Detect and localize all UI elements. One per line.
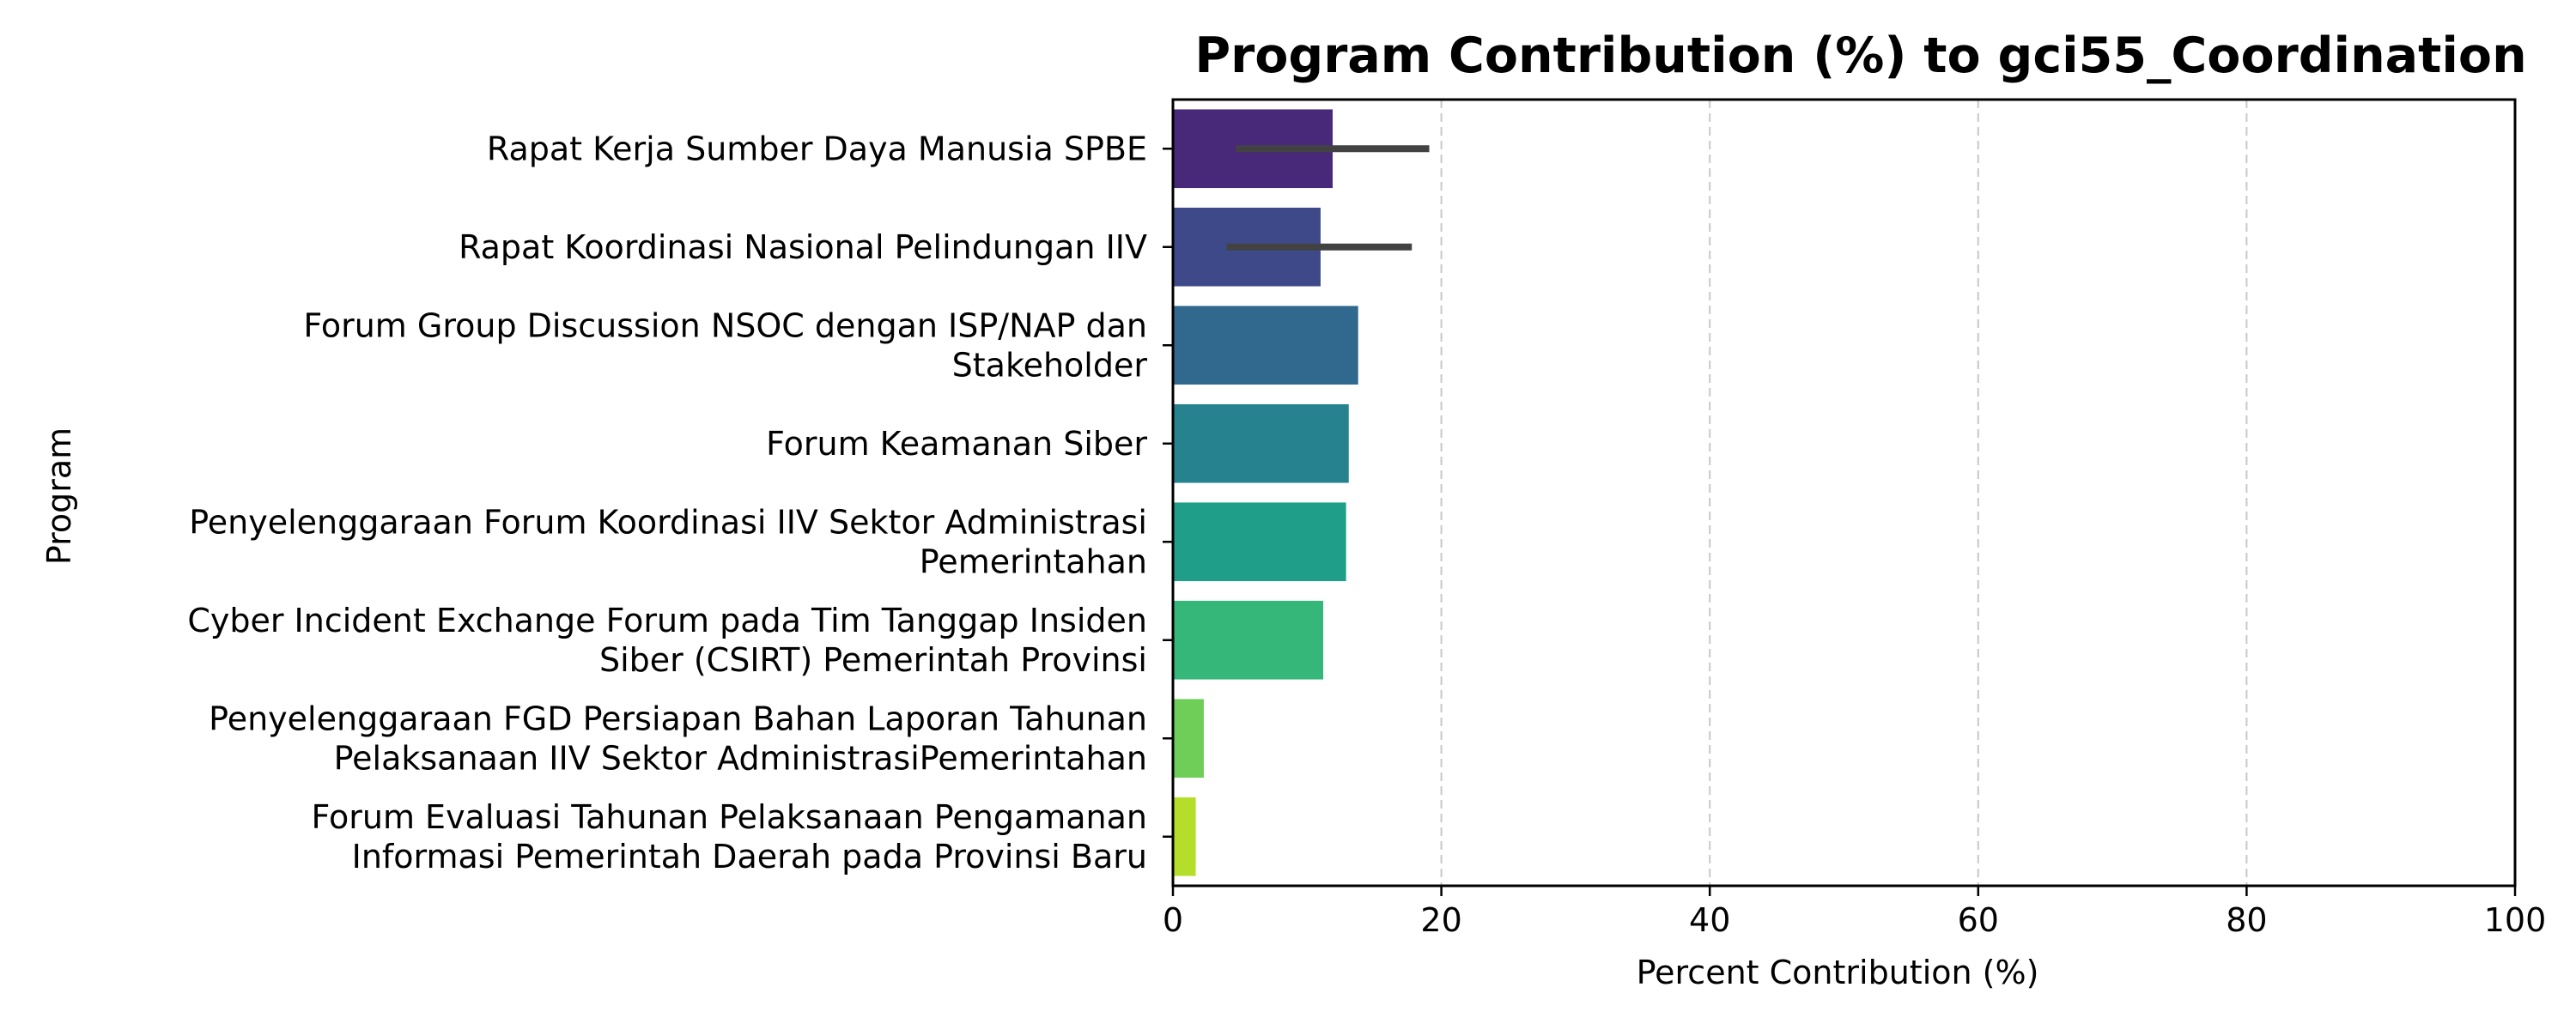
y-tick-label: Penyelenggaraan FGD Persiapan Bahan Lapo… (209, 700, 1147, 737)
bar (1173, 600, 1324, 680)
x-tick-label: 20 (1420, 901, 1461, 939)
bar (1173, 502, 1346, 582)
y-tick-label: Rapat Koordinasi Nasional Pelindungan II… (459, 228, 1147, 266)
x-tick-label: 0 (1163, 901, 1183, 939)
bar (1173, 797, 1196, 876)
y-tick-label: Informasi Pemerintah Daerah pada Provins… (352, 838, 1147, 876)
y-tick-label: Forum Keamanan Siber (766, 425, 1147, 463)
bar (1173, 699, 1204, 779)
x-axis: 0 20 40 60 80 100 (1163, 886, 2546, 939)
bar (1173, 306, 1358, 385)
y-tick-label: Cyber Incident Exchange Forum pada Tim T… (187, 602, 1147, 639)
y-axis: Rapat Kerja Sumber Daya Manusia SPBE Rapa… (187, 130, 1173, 876)
gridlines (1440, 100, 2248, 886)
x-tick-label: 100 (2484, 901, 2547, 939)
bar (1173, 403, 1349, 483)
y-tick-label: Forum Group Discussion NSOC dengan ISP/N… (303, 306, 1147, 344)
y-tick-label: Pelaksanaan IIV Sektor AdministrasiPemer… (334, 739, 1147, 777)
y-tick-label: Penyelenggaraan Forum Koordinasi IIV Sek… (189, 503, 1147, 541)
x-tick-label: 40 (1689, 901, 1730, 939)
y-tick-label: Rapat Kerja Sumber Daya Manusia SPBE (487, 130, 1147, 167)
y-axis-label: Program (40, 427, 78, 565)
y-tick-label: Siber (CSIRT) Pemerintah Provinsi (599, 641, 1147, 679)
y-tick-label: Pemerintahan (920, 542, 1147, 580)
error-bars (1226, 145, 1430, 251)
x-tick-label: 80 (2226, 901, 2267, 939)
chart-title: Program Contribution (%) to gci55_Coordi… (1194, 27, 2526, 84)
x-tick-label: 60 (1958, 901, 1999, 939)
y-tick-label: Forum Evaluasi Tahunan Pelaksanaan Penga… (312, 798, 1148, 836)
plot-frame (1171, 98, 2517, 888)
x-axis-label: Percent Contribution (%) (1637, 954, 2039, 991)
y-tick-label: Stakeholder (952, 346, 1148, 384)
